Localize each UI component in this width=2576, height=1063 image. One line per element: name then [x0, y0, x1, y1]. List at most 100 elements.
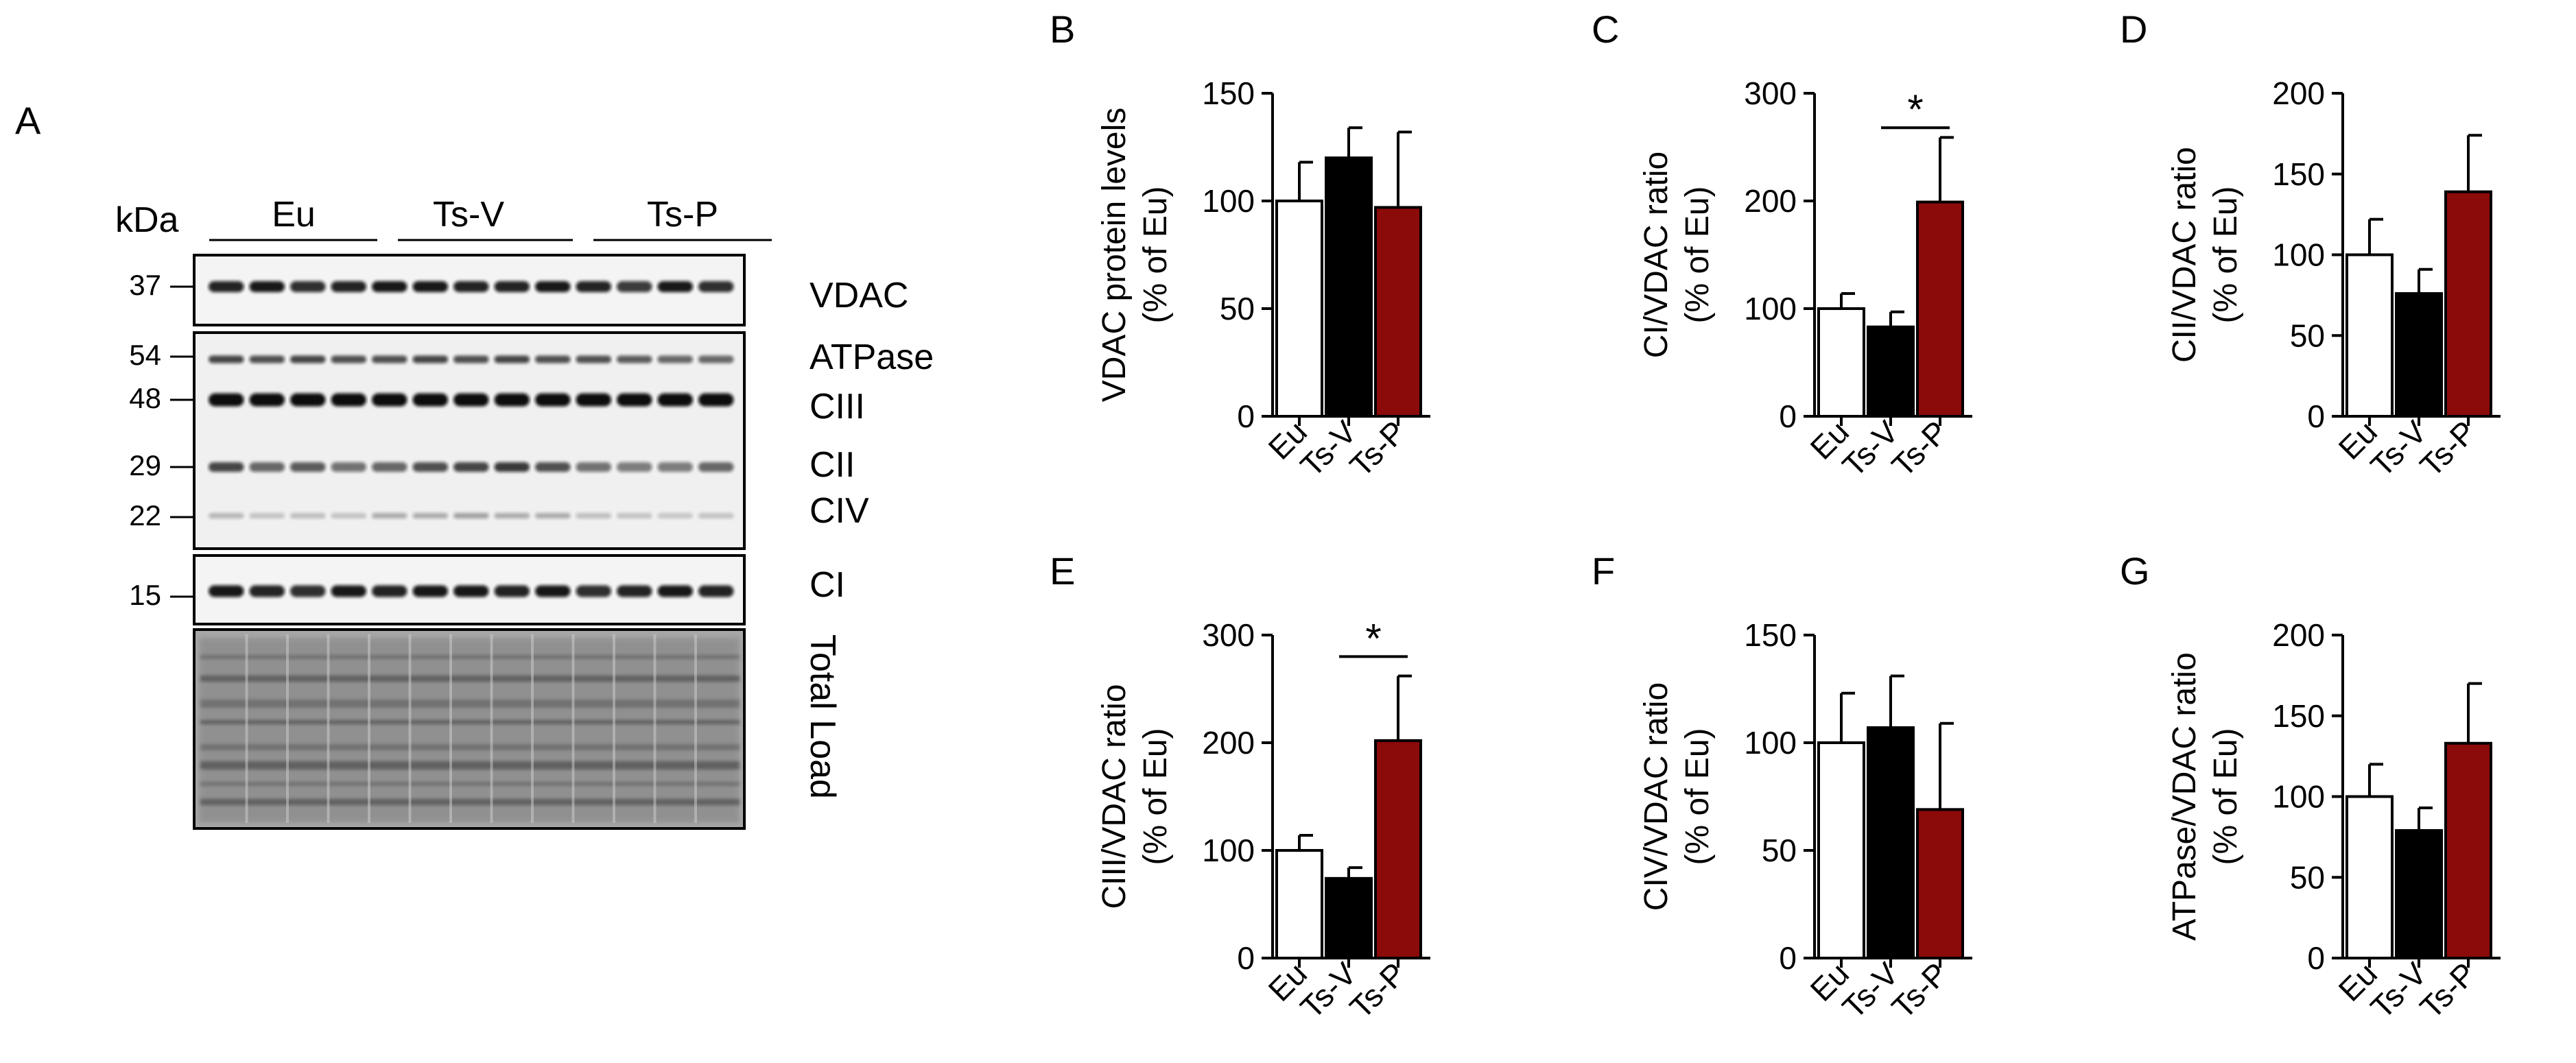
- y-tick-label: 200: [1202, 725, 1255, 761]
- band-ciii: [535, 393, 571, 407]
- band-cii: [290, 462, 326, 472]
- x-tick-label: Ts-P: [2413, 414, 2483, 483]
- band-ciii: [698, 393, 734, 407]
- marker-22-label: 22: [129, 499, 161, 532]
- band-ci: [331, 585, 366, 597]
- group-label-tsp: Ts-P: [647, 195, 718, 235]
- band-atpase: [617, 355, 652, 363]
- bar-tsp: [1916, 200, 1964, 418]
- x-tick-label: Ts-P: [1884, 955, 1954, 1025]
- x-tick-label: Ts-P: [1343, 414, 1413, 483]
- bar-tsp: [2444, 190, 2492, 418]
- bar-tsv: [1867, 726, 1915, 959]
- band-atpase: [535, 355, 571, 363]
- total-load-streak: [200, 744, 740, 750]
- x-tick-label: Ts-P: [1884, 414, 1954, 483]
- band-civ: [412, 513, 448, 518]
- y-axis-title: CIII/VDAC ratio: [1096, 684, 1133, 909]
- y-tick-label: 100: [1744, 291, 1797, 326]
- band-atpase: [290, 355, 326, 363]
- band-cii: [209, 462, 244, 472]
- band-ciii: [576, 393, 611, 407]
- y-tick-label: 50: [2290, 318, 2325, 353]
- band-civ: [372, 513, 407, 518]
- total-load-streak: [200, 761, 740, 769]
- band-ci: [249, 585, 285, 597]
- bar-tsp: [1374, 206, 1422, 418]
- band-ci: [209, 585, 244, 597]
- band-cii: [331, 462, 366, 472]
- membrane-oxphos: [193, 331, 746, 550]
- band-cii: [372, 462, 407, 472]
- band-cii: [576, 462, 611, 472]
- band-vdac: [412, 281, 448, 292]
- y-axis-title: CII/VDAC ratio: [2166, 147, 2203, 363]
- band-ciii: [412, 393, 448, 407]
- band-civ: [576, 513, 611, 518]
- band-vdac: [209, 281, 244, 292]
- band-atpase: [494, 355, 530, 363]
- band-cii: [494, 462, 530, 472]
- marker-54: 54: [129, 339, 194, 371]
- band-cii: [657, 462, 693, 472]
- y-axis-title: (% of Eu): [1137, 186, 1174, 323]
- y-tick-label: 100: [2272, 779, 2325, 815]
- band-ciii: [331, 393, 366, 407]
- band-atpase: [412, 355, 448, 363]
- x-tick-label: Ts-P: [1343, 955, 1413, 1025]
- band-ciii: [290, 393, 326, 407]
- band-vdac: [372, 281, 407, 292]
- total-load-streak: [200, 700, 740, 708]
- band-label-cii: CII: [810, 445, 855, 485]
- band-ciii: [249, 393, 285, 407]
- marker-48: 48: [129, 382, 194, 414]
- band-ciii: [209, 393, 244, 407]
- band-vdac: [576, 281, 611, 292]
- band-civ: [209, 513, 244, 518]
- band-atpase: [576, 355, 611, 363]
- marker-54-label: 54: [129, 339, 161, 371]
- bar-tsp: [2444, 741, 2492, 959]
- band-ci: [372, 585, 407, 597]
- y-axis-title: (% of Eu): [2208, 186, 2244, 323]
- panel-label-e: E: [1050, 549, 1075, 593]
- panel-label-c: C: [1592, 8, 1619, 51]
- band-ciii: [453, 393, 489, 407]
- band-civ: [331, 513, 366, 518]
- total-load-streak: [200, 782, 740, 786]
- group-label-tsv: Ts-V: [433, 195, 504, 235]
- y-tick-label: 300: [1744, 75, 1797, 111]
- total-load-streak: [200, 720, 740, 724]
- band-atpase: [209, 355, 244, 363]
- marker-37: 37: [129, 269, 194, 301]
- marker-15: 15: [129, 579, 194, 611]
- marker-29: 29: [129, 449, 194, 481]
- band-civ: [453, 513, 489, 518]
- y-tick-label: 100: [1202, 183, 1255, 219]
- bar-eu: [2345, 253, 2394, 418]
- band-ciii: [617, 393, 652, 407]
- y-axis-title: ATPase/VDAC ratio: [2166, 652, 2203, 941]
- y-axis-title: (% of Eu): [2208, 728, 2244, 865]
- significance-star: *: [1365, 615, 1381, 661]
- band-cii: [249, 462, 285, 472]
- band-ci: [698, 585, 734, 597]
- band-vdac: [617, 281, 652, 292]
- band-vdac: [331, 281, 366, 292]
- bar-tsv: [1867, 325, 1915, 418]
- western-blot-panel: A kDa Eu Ts-V Ts-P 37 54 48 29: [15, 99, 934, 830]
- marker-48-label: 48: [129, 382, 161, 414]
- marker-37-label: 37: [129, 269, 161, 301]
- y-tick-label: 0: [1779, 398, 1797, 434]
- band-atpase: [698, 355, 734, 363]
- y-tick-label: 50: [1220, 291, 1255, 326]
- y-tick-label: 0: [1779, 940, 1797, 976]
- band-cii: [412, 462, 448, 472]
- group-label-eu: Eu: [272, 195, 316, 235]
- bar-eu: [1275, 200, 1323, 418]
- bar-eu: [1817, 741, 1865, 959]
- bar-eu: [2345, 795, 2394, 959]
